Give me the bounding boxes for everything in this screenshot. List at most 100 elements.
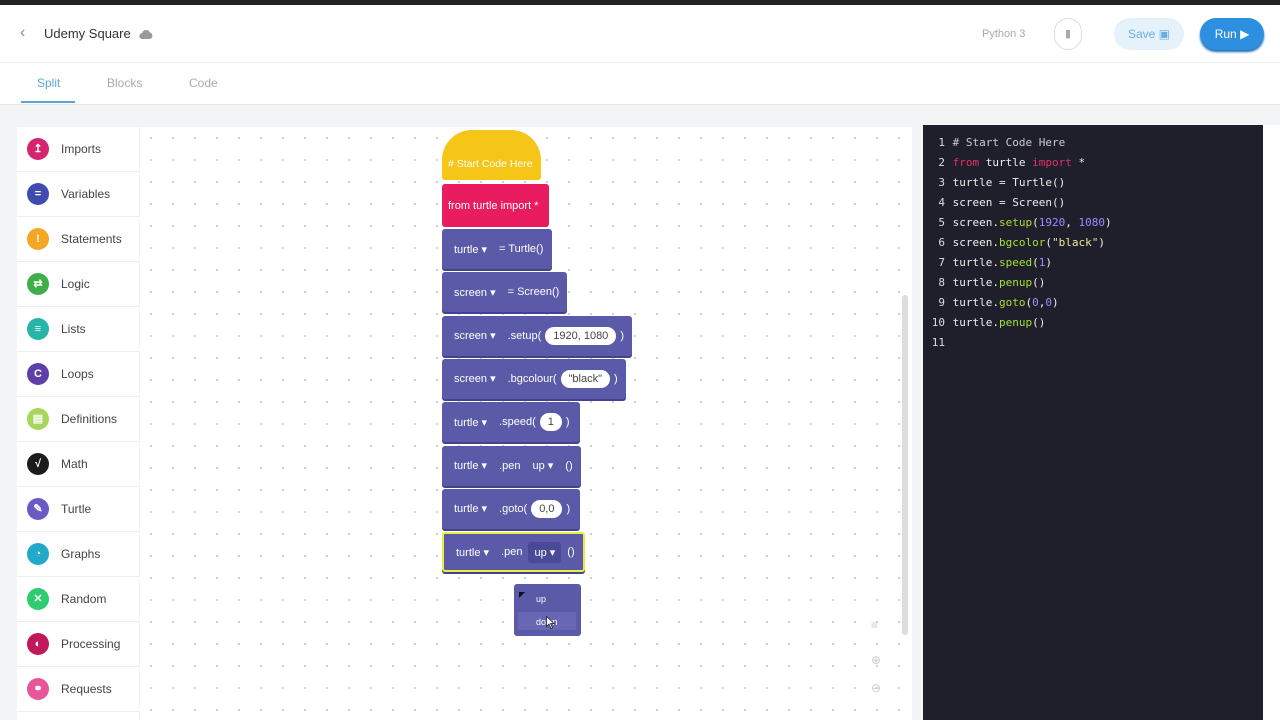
sidebar-item-loops[interactable]: C Loops [17, 352, 139, 397]
argument-input[interactable]: 1 [539, 413, 562, 432]
sidebar-item-requests[interactable]: ⚭ Requests [17, 667, 139, 712]
variable-dropdown[interactable]: screen [448, 368, 502, 389]
start-hat-block[interactable]: # Start Code Here [442, 130, 541, 180]
code-token: turtle. [952, 256, 999, 269]
sidebar-item-logic[interactable]: ⇄ Logic [17, 262, 139, 307]
zoom-out-icon[interactable]: ⊖ [871, 681, 882, 695]
sidebar-item-label: Statements [61, 232, 122, 246]
sidebar-item-label: Definitions [61, 412, 118, 426]
sidebar-item-graphs[interactable]: ◔ Graphs [17, 532, 139, 577]
variable-dropdown[interactable]: screen [448, 325, 502, 346]
random-icon: ✕ [27, 588, 49, 610]
code-token: ) [1051, 296, 1059, 309]
requests-icon: ⚭ [27, 678, 49, 700]
code-token: 1920 [1038, 216, 1066, 229]
zoom-in-icon[interactable]: ⊕ [871, 653, 882, 667]
save-label: Save [1127, 27, 1156, 41]
argument-input[interactable]: 0,0 [531, 499, 563, 518]
line-number: 9 [938, 296, 945, 309]
sidebar-item-turtle[interactable]: ✎ Turtle [17, 487, 139, 532]
tab-code[interactable]: Code [189, 76, 218, 90]
code-line: 10 turtle.penup() [923, 313, 1263, 333]
run-label: Run [1214, 27, 1237, 41]
sidebar-item-math[interactable]: √ Math [17, 442, 139, 487]
cloud-icon [139, 29, 153, 39]
code-token: ( [1025, 296, 1033, 309]
sidebar-item-variables[interactable]: = Variables [17, 172, 139, 217]
method-label: .pen [501, 546, 523, 559]
sidebar-item-label: Logic [61, 277, 90, 291]
processing-icon: ◐ [27, 633, 49, 655]
block-text: from turtle import * [448, 199, 539, 212]
code-token: ) [1098, 236, 1105, 249]
variable-dropdown[interactable]: turtle [450, 542, 495, 563]
close-paren: () [567, 546, 575, 559]
turtle-block-9[interactable]: turtle .goto(0,0) [442, 488, 580, 529]
document-icon[interactable]: ▮ [1054, 18, 1082, 50]
turtle-block-6[interactable]: screen .bgcolour("black") [442, 358, 626, 399]
sidebar-item-label: Math [61, 457, 88, 471]
tab-blocks[interactable]: Blocks [107, 76, 143, 90]
variable-dropdown[interactable]: turtle [448, 455, 493, 476]
method-label: .goto( [499, 502, 528, 515]
tab-split[interactable]: Split [37, 76, 61, 90]
workspace-scrollbar[interactable] [902, 295, 908, 635]
code-token: 0 [1032, 296, 1039, 309]
code-token: setup [998, 216, 1033, 229]
sidebar-item-definitions[interactable]: ▤ Definitions [17, 397, 139, 442]
save-button[interactable]: Save ▣ [1114, 18, 1184, 50]
page-edge [1263, 125, 1280, 720]
variable-dropdown[interactable]: turtle [448, 239, 493, 260]
project-title[interactable]: Udemy Square [44, 26, 131, 41]
logic-icon: ⇄ [27, 273, 49, 295]
argument-input[interactable]: "black" [560, 369, 611, 388]
code-token: () [1032, 316, 1046, 329]
variable-dropdown[interactable]: turtle [448, 412, 493, 433]
close-paren: ) [620, 329, 624, 342]
sidebar-item-label: Processing [61, 637, 121, 651]
turtle-block-10[interactable]: turtle .pen up () [442, 532, 585, 573]
code-line: 2 from turtle import * [923, 153, 1263, 173]
back-chevron-icon[interactable]: ‹ [20, 24, 26, 41]
center-icon[interactable]: ≡ [871, 618, 879, 632]
lists-icon: ≡ [27, 318, 49, 340]
code-token: screen. [952, 236, 999, 249]
pen-state-dropdown[interactable]: up [528, 541, 562, 563]
code-token: "black" [1051, 236, 1099, 249]
pen-state-dropdown[interactable]: up [526, 455, 559, 476]
sidebar-item-random[interactable]: ✕ Random [17, 577, 139, 622]
code-token: turtle. [952, 296, 999, 309]
selected-check-icon [519, 592, 525, 598]
code-token: turtle. [952, 316, 999, 329]
import-block[interactable]: from turtle import * [442, 184, 549, 227]
sidebar-item-processing[interactable]: ◐ Processing [17, 622, 139, 667]
sidebar-item-imports[interactable]: ↥ Imports [17, 127, 139, 172]
definitions-icon: ▤ [27, 408, 49, 430]
code-token: () [1032, 276, 1046, 289]
sidebar-item-statements[interactable]: ! Statements [17, 217, 139, 262]
code-token: ) [1045, 256, 1052, 269]
code-token: screen = Screen() [952, 196, 1066, 209]
code-token: , [1038, 296, 1046, 309]
run-button[interactable]: Run ▶ [1200, 18, 1264, 50]
turtle-block-4[interactable]: screen = Screen() [442, 272, 568, 313]
code-token: screen. [952, 216, 999, 229]
turtle-icon: ✎ [27, 498, 49, 520]
close-paren: ) [566, 502, 571, 515]
argument-input[interactable]: 1920, 1080 [545, 326, 617, 345]
dropdown-option-up[interactable]: up [536, 594, 547, 604]
turtle-block-3[interactable]: turtle = Turtle() [442, 229, 552, 269]
window-top-bar [0, 0, 1280, 5]
code-line: 9 turtle.goto(0,0) [923, 293, 1263, 313]
turtle-block-5[interactable]: screen .setup(1920, 1080) [442, 315, 632, 356]
code-line: 1 # Start Code Here [923, 133, 1263, 153]
variable-dropdown[interactable]: screen [448, 282, 502, 303]
sidebar-item-lists[interactable]: ≡ Lists [17, 307, 139, 352]
turtle-block-7[interactable]: turtle .speed(1) [442, 402, 580, 443]
turtle-block-8[interactable]: turtle .pen up () [442, 445, 581, 486]
code-token: turtle. [952, 276, 999, 289]
line-number: 7 [938, 256, 945, 269]
code-editor[interactable]: 1 # Start Code Here 2 from turtle import … [923, 125, 1263, 720]
variable-dropdown[interactable]: turtle [448, 498, 493, 519]
line-number: 8 [938, 276, 945, 289]
